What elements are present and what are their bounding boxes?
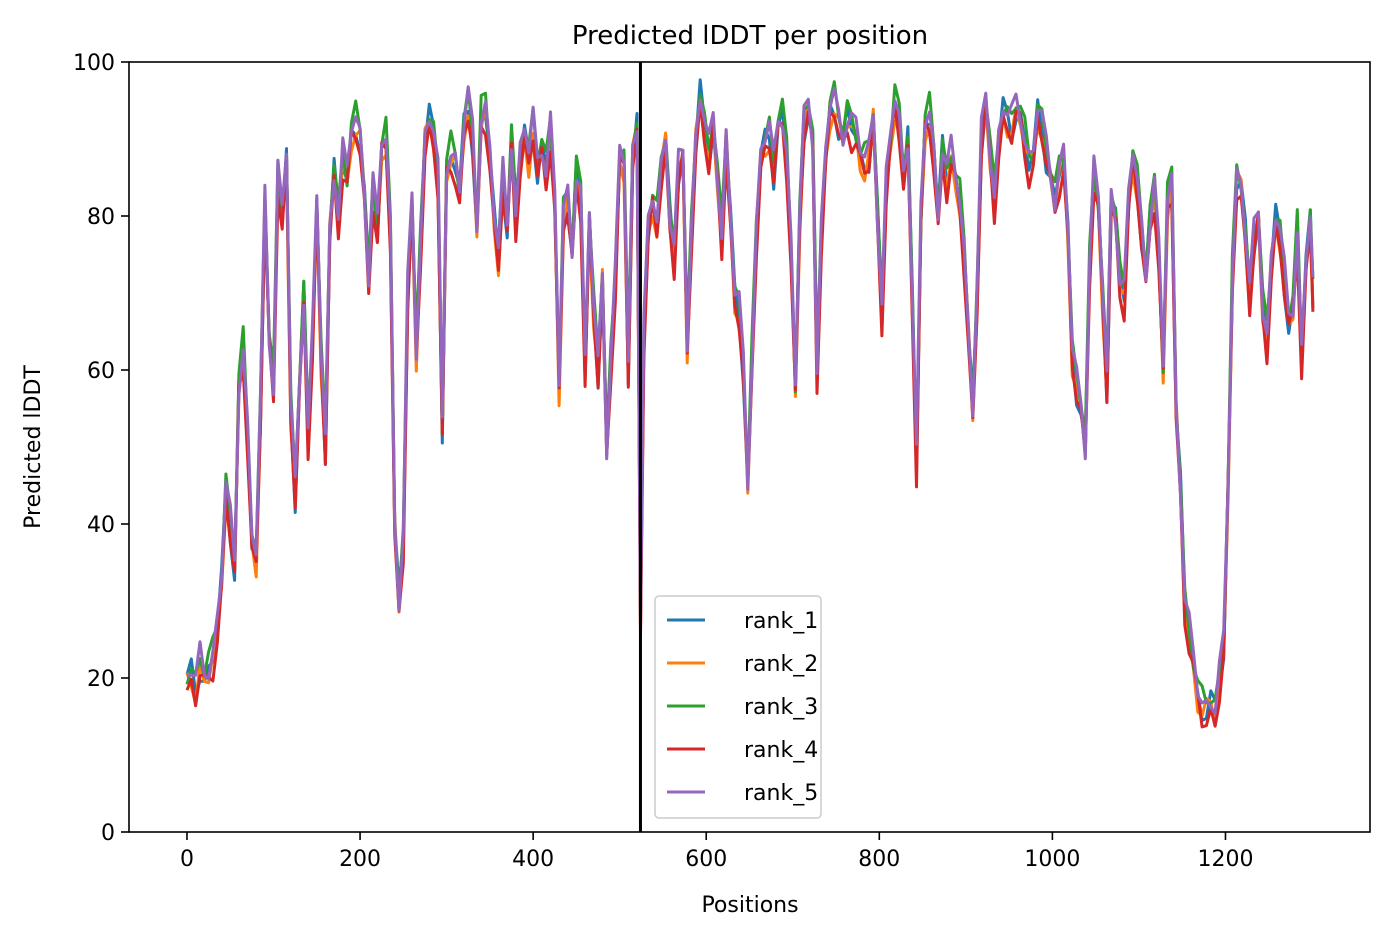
x-tick-label: 1000 (1024, 847, 1080, 872)
legend-label: rank_1 (744, 609, 818, 634)
plot-frame (128, 61, 1371, 833)
x-tick-label: 200 (339, 847, 381, 872)
legend-label: rank_5 (744, 781, 818, 806)
x-tick-label: 800 (858, 847, 900, 872)
y-axis-title: Predicted lDDT (21, 365, 46, 529)
legend: rank_1 rank_2 rank_3 rank_4 rank_5 (654, 595, 822, 819)
legend-label: rank_3 (744, 695, 818, 720)
chart-title: Predicted lDDT per position (572, 21, 928, 51)
y-tick-label: 80 (87, 205, 115, 230)
x-tick-label: 400 (512, 847, 554, 872)
x-axis-title: Positions (701, 893, 798, 918)
x-axis: 0 200 400 600 800 1000 1200 (180, 832, 1253, 872)
x-tick-label: 1200 (1197, 847, 1253, 872)
series-lines (185, 78, 1315, 729)
y-tick-label: 100 (73, 51, 115, 76)
x-tick-label: 600 (685, 847, 727, 872)
y-axis: 0 20 40 60 80 100 (73, 51, 129, 846)
legend-label: rank_4 (744, 738, 818, 763)
y-tick-label: 40 (87, 513, 115, 538)
legend-label: rank_2 (744, 652, 818, 677)
legend-box (654, 595, 822, 819)
series-line-rank-5 (186, 85, 1315, 715)
y-tick-label: 0 (101, 821, 115, 846)
y-tick-label: 60 (87, 359, 115, 384)
y-tick-label: 20 (87, 667, 115, 692)
x-tick-label: 0 (180, 847, 194, 872)
